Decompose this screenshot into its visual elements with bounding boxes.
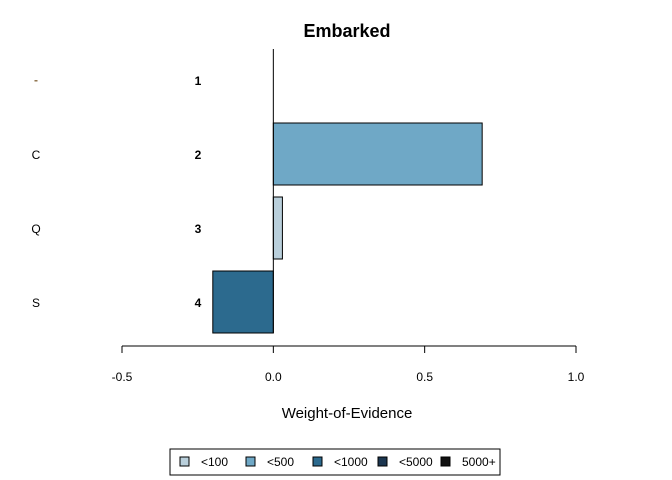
category-marker-1: - bbox=[34, 73, 38, 87]
category-label-3: Q bbox=[31, 222, 40, 236]
legend-label-3: <1000 bbox=[334, 455, 368, 469]
bin-index-4: 4 bbox=[195, 296, 202, 310]
legend-swatch-3 bbox=[312, 456, 323, 467]
legend-label-4: <5000 bbox=[399, 455, 433, 469]
bin-index-2: 2 bbox=[195, 148, 202, 162]
legend-label-2: <500 bbox=[267, 455, 294, 469]
legend-swatch-5 bbox=[440, 456, 451, 467]
legend: <100 <500 <1000 <5000 5000+ bbox=[169, 448, 501, 476]
chart-title: Embarked bbox=[303, 21, 390, 41]
legend-swatch-4 bbox=[377, 456, 388, 467]
bars-layer: - 1 C 2 Q 3 S 4 bbox=[31, 49, 483, 334]
x-tick-label-1: -0.5 bbox=[112, 370, 133, 384]
legend-swatch-1 bbox=[179, 456, 190, 467]
bin-index-3: 3 bbox=[195, 222, 202, 236]
x-axis-label: Weight-of-Evidence bbox=[282, 405, 413, 422]
bar-3 bbox=[272, 196, 283, 260]
legend-swatch-2 bbox=[245, 456, 256, 467]
x-axis: -0.5 0.0 0.5 1.0 bbox=[112, 345, 585, 384]
x-tick-label-2: 0.0 bbox=[265, 370, 282, 384]
bar-4 bbox=[212, 270, 274, 334]
bin-index-1: 1 bbox=[195, 74, 202, 88]
legend-label-5: 5000+ bbox=[462, 455, 496, 469]
bar-2 bbox=[272, 122, 483, 186]
x-tick-label-4: 1.0 bbox=[568, 370, 585, 384]
x-tick-label-3: 0.5 bbox=[416, 370, 433, 384]
category-label-2: C bbox=[32, 148, 41, 162]
category-label-4: S bbox=[32, 296, 40, 310]
legend-label-1: <100 bbox=[201, 455, 228, 469]
